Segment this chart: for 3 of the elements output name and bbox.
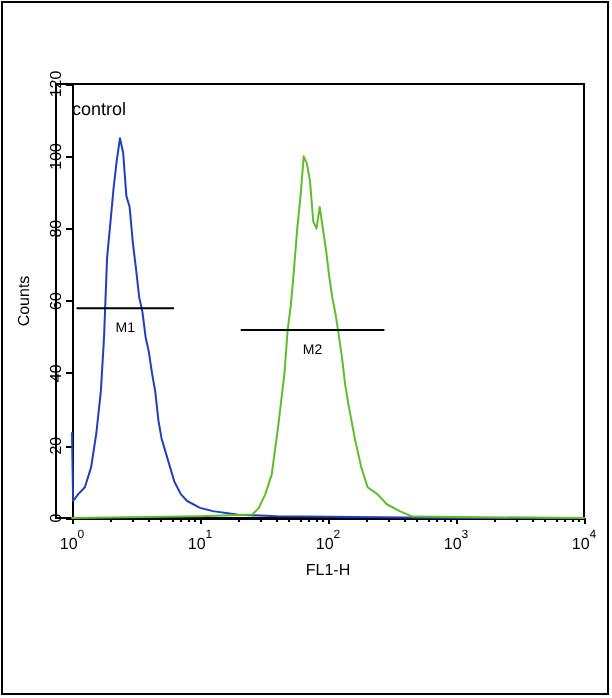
annotation: control bbox=[72, 99, 127, 119]
x-axis-title: FL1-H bbox=[305, 561, 351, 579]
y-axis-title: Counts bbox=[15, 275, 33, 327]
